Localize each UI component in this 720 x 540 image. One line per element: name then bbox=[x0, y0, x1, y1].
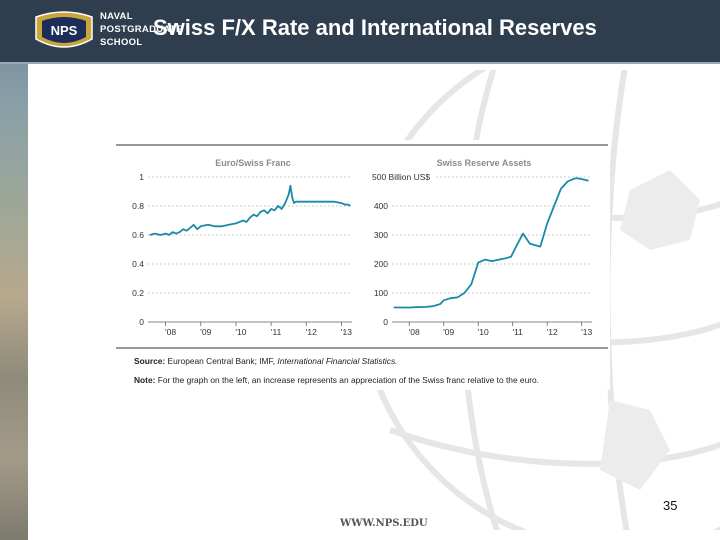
chart-1-ytick: 400 bbox=[374, 201, 388, 211]
chart-1-ytick: 300 bbox=[374, 230, 388, 240]
note-line: Note: For the graph on the left, an incr… bbox=[134, 375, 539, 385]
chart-0-series-line bbox=[149, 184, 351, 236]
chart-1-ytick: 100 bbox=[374, 288, 388, 298]
chart-0-ytick: 0.4 bbox=[132, 259, 144, 269]
chart-1-xtick: '08 bbox=[409, 327, 420, 337]
chart-1-ytick: 200 bbox=[374, 259, 388, 269]
source-text: European Central Bank; IMF, bbox=[167, 356, 276, 366]
chart-0-xtick: '10 bbox=[235, 327, 246, 337]
chart-0-title: Euro/Swiss Franc bbox=[215, 158, 291, 168]
chart-1-xtick: '11 bbox=[512, 327, 523, 337]
chart-0-ytick: 0 bbox=[139, 317, 144, 327]
chart-1-xtick: '12 bbox=[547, 327, 558, 337]
page-number: 35 bbox=[663, 498, 678, 513]
header-bar bbox=[0, 0, 720, 62]
campus-photo-strip bbox=[0, 0, 28, 540]
footer-url: WWW.NPS.EDU bbox=[340, 518, 428, 529]
note-label: Note: bbox=[134, 375, 156, 385]
chart-0-ytick: 0.2 bbox=[132, 288, 144, 298]
note-text: For the graph on the left, an increase r… bbox=[157, 375, 540, 385]
logo-text: NPS bbox=[51, 23, 78, 38]
chart-0-ytick: 0.6 bbox=[132, 230, 144, 240]
chart-1-ytick: 0 bbox=[383, 317, 388, 327]
school-line-3: SCHOOL bbox=[100, 37, 143, 48]
page-title: Swiss F/X Rate and International Reserve… bbox=[153, 15, 597, 40]
chart-0-xtick: '13 bbox=[341, 327, 352, 337]
source-italic: International Financial Statistics. bbox=[277, 356, 398, 366]
chart-1-xtick: '10 bbox=[478, 327, 489, 337]
chart-1-unit-label: 500 Billion US$ bbox=[372, 172, 430, 182]
chart-1-title: Swiss Reserve Assets bbox=[437, 158, 532, 168]
nps-logo: NPS bbox=[35, 11, 93, 48]
school-line-1: NAVAL bbox=[100, 11, 133, 22]
chart-0-xtick: '11 bbox=[271, 327, 282, 337]
school-name: NAVAL POSTGRADUATE SCHOOL bbox=[100, 10, 183, 49]
chart-0-xtick: '12 bbox=[306, 327, 317, 337]
chart-1-xtick: '13 bbox=[581, 327, 592, 337]
chart-0-xtick: '09 bbox=[200, 327, 211, 337]
header-divider bbox=[0, 62, 720, 64]
chart-0-ytick: 0.8 bbox=[132, 201, 144, 211]
source-label: Source: bbox=[134, 356, 166, 366]
school-line-2: POSTGRADUATE bbox=[100, 24, 183, 35]
chart-0-xtick: '08 bbox=[165, 327, 176, 337]
chart-0-ytick: 1 bbox=[139, 172, 144, 182]
chart-1-series-line bbox=[393, 177, 589, 309]
source-line: Source: European Central Bank; IMF, Inte… bbox=[134, 356, 398, 366]
chart-1-xtick: '09 bbox=[443, 327, 454, 337]
